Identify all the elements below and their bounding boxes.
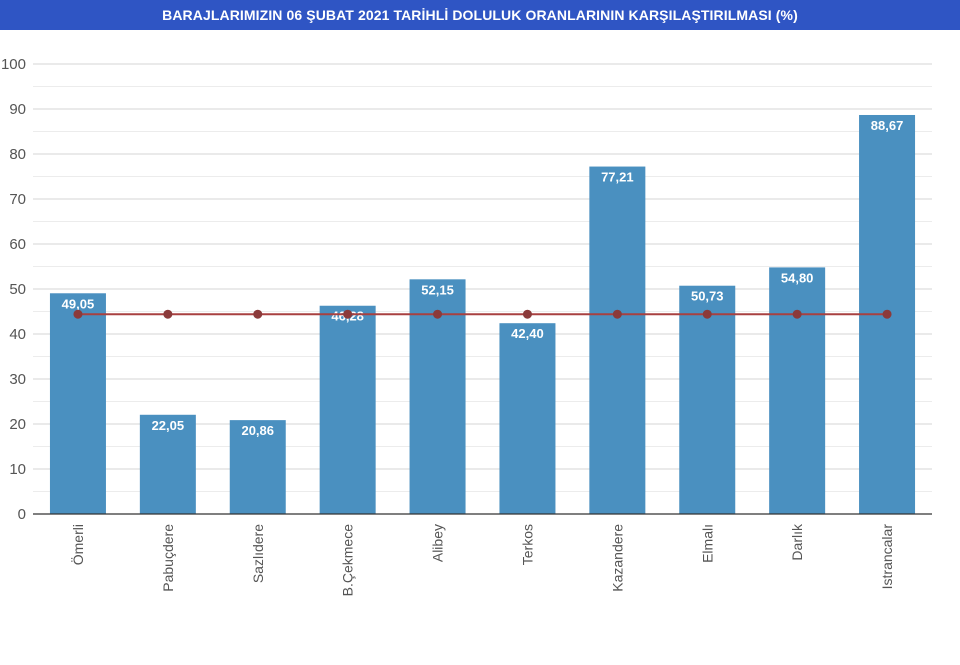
y-tick-label: 20 — [9, 416, 26, 433]
bar-value-label: 88,67 — [871, 118, 904, 133]
x-category-label: Istrancalar — [879, 524, 895, 590]
bar-value-label: 42,40 — [511, 326, 544, 341]
bar-1 — [49, 293, 106, 514]
x-category-label: Darlık — [789, 523, 805, 561]
x-category-label: Ömerli — [69, 524, 86, 565]
y-tick-label: 30 — [9, 371, 26, 388]
x-category-label: B.Çekmece — [340, 524, 356, 597]
y-tick-label: 0 — [18, 506, 26, 523]
bar-3 — [229, 420, 286, 514]
y-tick-label: 80 — [9, 146, 26, 163]
bar-value-label: 49,05 — [62, 296, 95, 311]
average-line-point — [73, 309, 83, 319]
y-tick-label: 10 — [9, 461, 26, 478]
bar-4 — [319, 305, 376, 514]
bar-2 — [139, 414, 196, 514]
average-line-point — [792, 309, 802, 319]
bar-value-label: 77,21 — [601, 170, 634, 185]
x-category-label: Pabuçdere — [160, 524, 176, 592]
x-category-label: Sazlıdere — [250, 524, 266, 583]
bar-value-label: 54,80 — [781, 270, 814, 285]
y-tick-label: 70 — [9, 191, 26, 208]
y-tick-label: 60 — [9, 236, 26, 253]
bar-chart: 010203040506070809010049,0522,0520,8646,… — [1, 56, 932, 597]
bar-9 — [769, 267, 826, 514]
average-line-point — [343, 309, 353, 319]
x-category-label: Terkos — [519, 524, 535, 565]
y-tick-label: 50 — [9, 281, 26, 298]
y-tick-label: 40 — [9, 326, 26, 343]
x-category-label: Alibey — [430, 524, 446, 562]
bar-6 — [499, 323, 556, 514]
average-line-point — [882, 309, 892, 319]
y-tick-label: 100 — [1, 56, 26, 73]
average-line-point — [163, 309, 173, 319]
chart-title: BARAJLARIMIZIN 06 ŞUBAT 2021 TARİHLİ DOL… — [0, 0, 960, 30]
bar-value-label: 20,86 — [241, 423, 274, 438]
average-line-point — [253, 309, 263, 319]
bar-value-label: 50,73 — [691, 289, 724, 304]
x-category-label: Kazandere — [609, 524, 625, 592]
average-line-point — [522, 309, 532, 319]
bar-7 — [589, 166, 646, 514]
average-line-point — [702, 309, 712, 319]
y-tick-label: 90 — [9, 101, 26, 118]
bar-8 — [679, 285, 736, 514]
x-category-label: Elmalı — [699, 524, 715, 563]
average-line-point — [612, 309, 622, 319]
average-line-point — [433, 309, 443, 319]
bar-value-label: 52,15 — [421, 282, 454, 297]
bar-value-label: 22,05 — [152, 418, 185, 433]
